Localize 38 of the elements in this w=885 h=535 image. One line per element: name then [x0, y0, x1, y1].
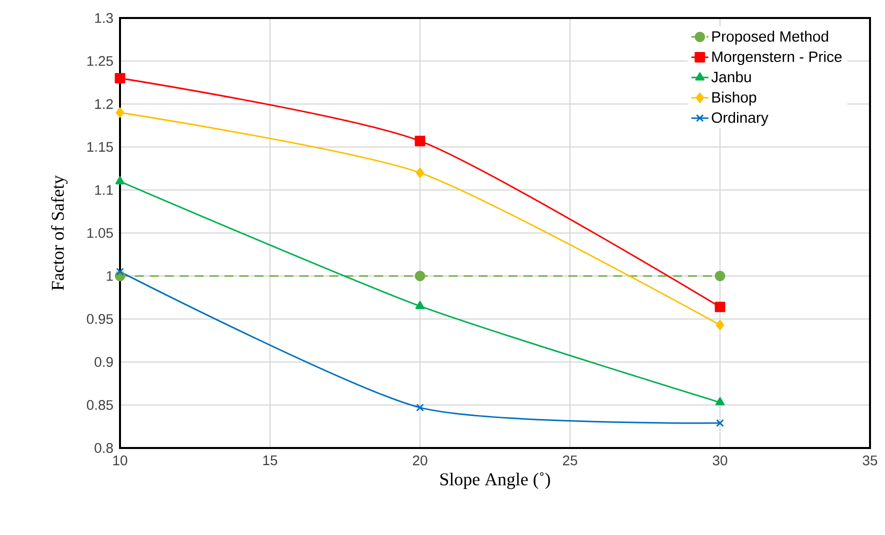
point: [714, 270, 726, 282]
point: [715, 397, 725, 406]
y-tick-label: 0.95: [86, 314, 113, 324]
point: [114, 72, 126, 84]
point: [116, 268, 124, 276]
y-tick-label: 0.8: [94, 443, 113, 453]
legend-label: Janbu: [711, 71, 751, 82]
x-tick-label: 30: [712, 455, 728, 466]
y-tick-label: 1.15: [87, 142, 113, 152]
y-tick-label: 1: [106, 271, 113, 281]
y-tick-label: 1.3: [95, 13, 113, 23]
y-tick-label: 1.25: [87, 56, 113, 66]
y-tick-label: 0.9: [94, 357, 113, 367]
y-tick-label: 0.85: [86, 400, 113, 410]
legend-label: Proposed Method: [712, 30, 828, 45]
y-tick-label: 1.2: [95, 99, 113, 109]
legend-label: Ordinary: [712, 112, 768, 126]
x-tick-label: 35: [862, 455, 878, 466]
y-tick-label: 1.1: [95, 185, 113, 195]
y-tick-label: 1.05: [87, 228, 113, 238]
point: [414, 270, 426, 282]
x-tick-label: 25: [562, 455, 578, 466]
point: [416, 404, 424, 412]
y-axis-title: Factor of Safety: [51, 175, 68, 290]
point: [415, 300, 425, 310]
point: [714, 302, 726, 312]
x-axis-title: Slope Angle (˚): [440, 472, 550, 490]
legend-label: Morgenstern - Price: [712, 51, 842, 65]
point: [115, 176, 125, 184]
point: [716, 419, 724, 427]
x-tick-label: 20: [412, 455, 428, 466]
point: [414, 136, 426, 146]
point: [416, 168, 424, 178]
point: [716, 320, 724, 330]
x-tick-label: 10: [113, 455, 128, 466]
point: [116, 107, 124, 118]
legend-label: Bishop: [712, 92, 756, 106]
x-tick-label: 15: [263, 455, 278, 466]
